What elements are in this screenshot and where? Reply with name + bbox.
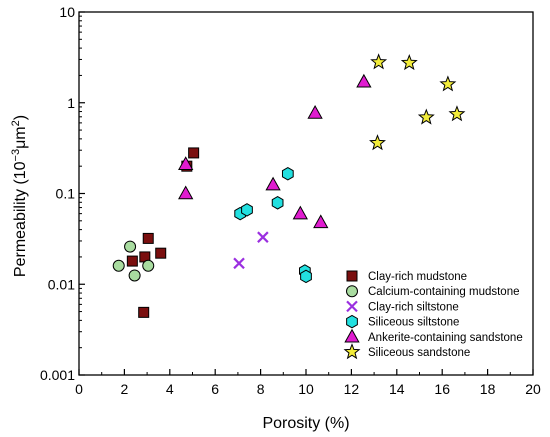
data-point-hexagon [300, 269, 312, 284]
y-tick-label: 1 [67, 95, 75, 111]
legend-marker [346, 270, 358, 282]
data-point-circle [142, 259, 155, 272]
data-point-triangle [356, 73, 372, 88]
data-point-hexagon [241, 203, 253, 217]
data-point-triangle [178, 185, 194, 200]
x-tick-label: 0 [75, 381, 83, 397]
data-point-circle [128, 269, 141, 282]
y-axis-title-sup: −3 [10, 149, 22, 162]
y-tick-label: 0.001 [40, 367, 75, 383]
legend-label: Siliceous siltstone [368, 317, 459, 329]
x-tick-label: 16 [434, 381, 450, 397]
y-axis-title: Permeability (10−3μm2) [10, 115, 29, 277]
legend-marker [346, 300, 358, 313]
data-point-x [257, 231, 269, 243]
x-tick-label: 4 [166, 381, 174, 397]
legend-label: Ankerite-containing sandstone [368, 332, 523, 344]
data-point-x [233, 257, 245, 270]
x-axis-title: Porosity (%) [262, 415, 349, 432]
y-tick-label: 0.01 [48, 276, 75, 292]
axes: 0 2 4 6 8 10 12 14 16 18 20 0.001 0.01 0.1 1 10 [40, 4, 541, 397]
x-tick-label: 20 [525, 381, 541, 397]
data-point-triangle [313, 214, 329, 229]
x-tick-label: 10 [298, 381, 314, 397]
data-point-circle [124, 240, 137, 253]
legend-label: Clay-rich siltstone [368, 301, 459, 313]
y-tick-label: 0.1 [56, 186, 76, 202]
legend-marker [344, 328, 360, 343]
data-point-circle [112, 259, 125, 272]
plot-frame [78, 11, 534, 376]
legend-label: Siliceous sandstone [368, 347, 470, 359]
data-point-hexagon [271, 196, 284, 210]
y-axis-title-end: ) [12, 115, 29, 120]
x-tick-label: 18 [480, 381, 496, 397]
data-point-square [138, 306, 150, 318]
data-point-square [142, 232, 154, 244]
x-tick-label: 2 [121, 381, 129, 397]
data-points [112, 53, 466, 318]
data-point-square [126, 255, 138, 267]
data-point-triangle [178, 156, 194, 170]
legend-marker [346, 314, 358, 329]
x-tick-label: 12 [344, 381, 360, 397]
data-point-square [188, 147, 200, 159]
y-axis-title-unit: μm [12, 126, 29, 149]
x-tick-label: 14 [389, 381, 405, 397]
data-point-star [439, 75, 457, 92]
legend-label: Calcium-containing mudstone [368, 286, 520, 298]
data-point-star [400, 53, 418, 71]
legend-label: Clay-rich mudstone [368, 271, 467, 283]
data-point-star [369, 134, 386, 151]
data-point-star [370, 53, 388, 70]
data-point-hexagon [281, 166, 294, 181]
data-point-star [417, 108, 435, 125]
data-point-triangle [307, 105, 323, 119]
y-axis-title-sup2: 2 [10, 120, 22, 126]
data-point-triangle [265, 176, 281, 191]
data-point-square [155, 247, 167, 259]
legend-marker [346, 285, 358, 298]
legend: Clay-rich mudstone Calcium-containing mud… [343, 270, 523, 360]
y-axis-title-main: Permeability (10 [12, 161, 29, 277]
y-tick-label: 10 [59, 4, 75, 20]
x-tick-label: 8 [257, 381, 265, 397]
data-point-star [448, 105, 466, 122]
x-tick-label: 6 [211, 381, 219, 397]
data-point-triangle [292, 205, 308, 220]
legend-marker [343, 343, 361, 360]
